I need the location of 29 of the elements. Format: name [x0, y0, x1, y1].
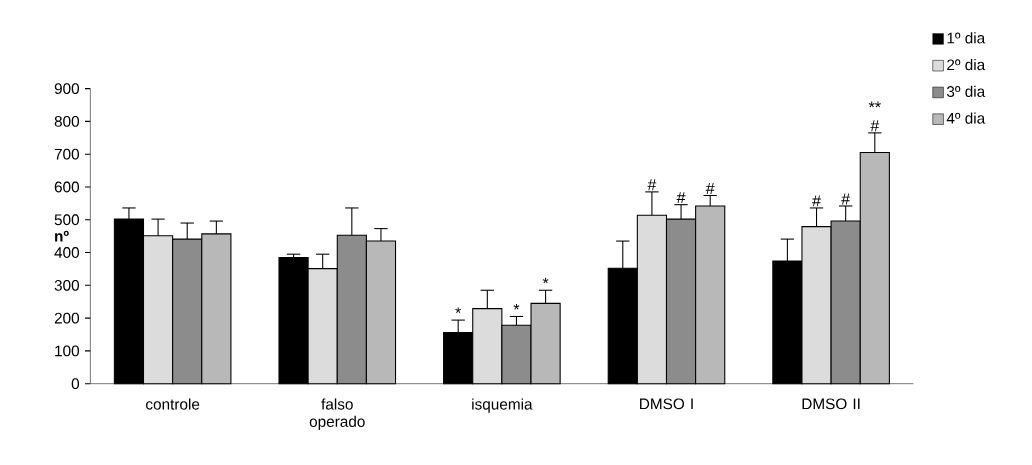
y-tick-label: 700 [54, 148, 80, 160]
x-tick-label: falso operado [309, 398, 365, 431]
y-tick-label: 0 [71, 378, 80, 390]
legend-label: 4º dia [946, 112, 986, 124]
legend-label: 3º dia [946, 85, 986, 97]
data-label: # [676, 192, 686, 204]
y-tick-label: 100 [55, 345, 80, 357]
y-tick-label: 400 [54, 247, 80, 258]
x-tick-label: isquemia [472, 398, 533, 413]
y-tick-label: 200 [54, 312, 80, 324]
y-tick-label: 900 [54, 83, 80, 95]
data-label: * [455, 307, 462, 314]
data-label: # [841, 193, 851, 205]
data-label: # [705, 182, 715, 194]
y-tick-label: 800 [54, 115, 80, 127]
legend-label: 2º dia [947, 58, 986, 71]
legend-label: 1º dia [947, 32, 986, 44]
x-tick-label: controle [146, 398, 200, 410]
data-label: # [812, 195, 821, 207]
y-axis-title: nº [55, 230, 69, 242]
data-label: ** # [868, 101, 881, 132]
y-tick-label: 500 [54, 214, 80, 226]
y-tick-label: 600 [54, 181, 80, 193]
y-tick-label: 300 [54, 279, 80, 291]
x-tick-label: DMSO I [640, 398, 693, 410]
x-tick-label: DMSO II [802, 398, 860, 410]
data-label: # [647, 179, 657, 191]
data-label: * [513, 303, 520, 310]
data-label: * [542, 277, 549, 284]
